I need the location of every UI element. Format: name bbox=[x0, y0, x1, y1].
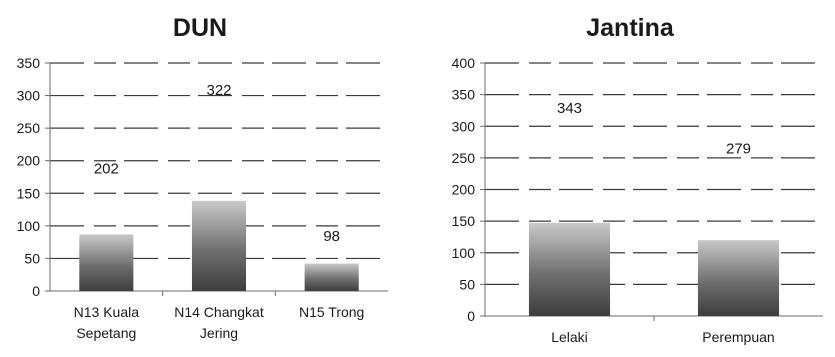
chart-jantina: Jantina 0 50 100 150 200 250 300 350 400 343 Lelak… bbox=[425, 0, 835, 357]
category-label: N13 Kuala bbox=[74, 304, 140, 320]
data-label: 322 bbox=[206, 82, 231, 99]
chart-dun: DUN 0 50 100 150 200 250 300 350 202 N13 Kuala Sep… bbox=[0, 0, 400, 357]
y-tick-label: 300 bbox=[452, 118, 476, 134]
y-tick-label: 350 bbox=[452, 87, 476, 103]
y-tick-label: 350 bbox=[17, 55, 41, 71]
category-label: N15 Trong bbox=[299, 304, 364, 320]
category-label: Perempuan bbox=[702, 329, 774, 345]
chart-title: DUN bbox=[172, 14, 228, 42]
category-label: Lelaki bbox=[551, 329, 588, 345]
category-label: N14 Changkat bbox=[174, 304, 264, 320]
bar bbox=[304, 263, 359, 291]
y-tick-label: 150 bbox=[452, 213, 476, 229]
y-tick-label: 0 bbox=[467, 308, 475, 324]
data-label: 98 bbox=[323, 228, 340, 245]
y-tick-label: 250 bbox=[17, 120, 41, 136]
data-label: 279 bbox=[726, 141, 751, 158]
chart-title: Jantina bbox=[586, 14, 674, 42]
y-tick-label: 100 bbox=[17, 218, 41, 234]
data-label: 343 bbox=[557, 100, 582, 117]
chart-dun-plot: 0 50 100 150 200 250 300 350 202 N13 Kuala Sepetan… bbox=[17, 55, 388, 341]
y-tick-label: 100 bbox=[452, 245, 476, 261]
bar bbox=[79, 234, 134, 291]
category-label: Jering bbox=[200, 325, 238, 341]
y-tick-label: 50 bbox=[459, 276, 475, 292]
y-tick-label: 250 bbox=[452, 150, 476, 166]
y-tick-label: 150 bbox=[17, 185, 41, 201]
y-tick-label: 200 bbox=[452, 182, 476, 198]
data-label: 202 bbox=[94, 160, 119, 177]
y-tick-label: 200 bbox=[17, 153, 41, 169]
chart-jantina-plot: 0 50 100 150 200 250 300 350 400 343 Lelaki 279 Pere… bbox=[452, 55, 823, 345]
bar bbox=[191, 200, 247, 291]
category-label: Sepetang bbox=[76, 325, 136, 341]
y-tick-label: 400 bbox=[452, 55, 476, 71]
y-tick-label: 0 bbox=[32, 283, 40, 299]
y-tick-label: 300 bbox=[17, 88, 41, 104]
bar bbox=[697, 240, 780, 316]
bar bbox=[528, 222, 611, 316]
y-tick-label: 50 bbox=[24, 250, 40, 266]
